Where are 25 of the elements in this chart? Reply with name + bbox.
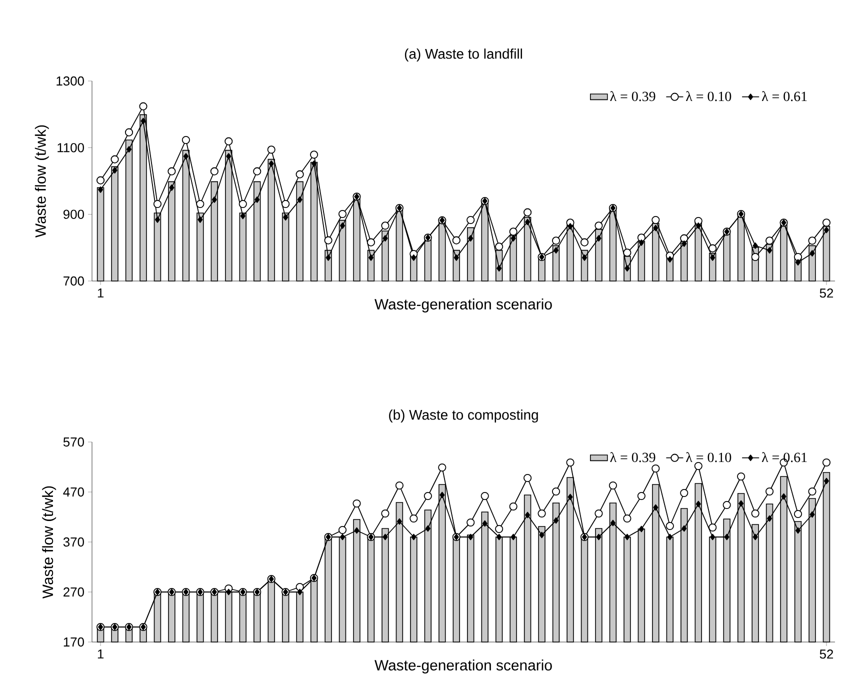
x-tick-label: 1 xyxy=(98,288,104,298)
y-tick-label: 270 xyxy=(64,587,84,597)
y-tick-label: 900 xyxy=(63,210,84,219)
legend-label: λ = 0.39 xyxy=(610,452,656,462)
y-tick-label: 1300 xyxy=(56,76,84,86)
legend-label: λ = 0.39 xyxy=(610,91,656,102)
x-axis-title: Waste-generation scenario xyxy=(374,298,552,312)
legend-label: λ = 0.10 xyxy=(686,452,732,462)
y-tick-label: 700 xyxy=(64,276,84,286)
y-tick-label: 470 xyxy=(63,487,84,497)
legend-label: λ = 0.61 xyxy=(762,452,807,462)
x-tick-label: 1 xyxy=(98,650,104,658)
x-tick-label: 52 xyxy=(820,650,834,659)
legend-label: λ = 0.10 xyxy=(686,91,732,102)
y-tick-label: 570 xyxy=(63,437,84,447)
x-axis-title: Waste-generation scenario xyxy=(374,660,552,674)
x-tick-label: 52 xyxy=(820,288,834,298)
y-axis-title: Waste flow (t/wk) xyxy=(34,125,49,238)
legend-label: λ = 0.61 xyxy=(762,91,807,102)
chart-title: (b) Waste to composting xyxy=(389,410,538,423)
y-tick-label: 1100 xyxy=(58,143,84,152)
y-tick-label: 370 xyxy=(63,537,84,547)
chart-title: (a) Waste to landfill xyxy=(404,48,522,62)
y-tick-label: 170 xyxy=(64,637,84,647)
y-axis-title: Waste flow (t/wk) xyxy=(42,486,56,599)
